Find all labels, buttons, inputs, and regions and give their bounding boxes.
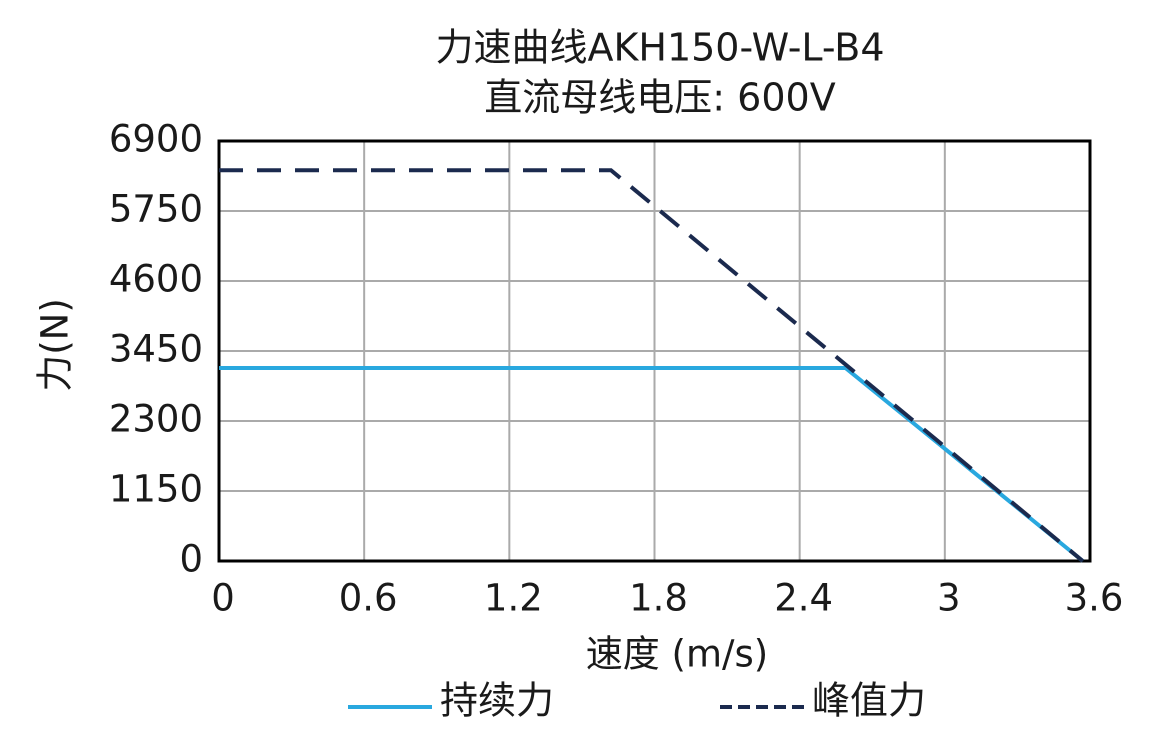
legend-label: 峰值力	[812, 679, 926, 723]
y-tick-label: 2300	[109, 398, 203, 441]
x-tick-label: 3.6	[1065, 577, 1124, 620]
y-tick-label: 4600	[109, 258, 203, 301]
chart-title: 力速曲线AKH150-W-L-B4	[435, 26, 884, 70]
x-tick-label: 1.8	[629, 577, 688, 620]
x-tick-label: 1.2	[484, 577, 543, 620]
chart-subtitle: 直流母线电压: 600V	[484, 76, 835, 120]
x-axis-label: 速度 (m/s)	[586, 633, 768, 676]
y-tick-label: 0	[179, 538, 203, 581]
x-tick-label: 3	[937, 577, 961, 620]
x-tick-label: 0.6	[339, 577, 398, 620]
legend-label: 持续力	[440, 679, 554, 723]
plot-frame	[217, 139, 1092, 563]
y-tick-label: 3450	[109, 328, 203, 371]
series-line	[219, 366, 1085, 563]
y-tick-label: 6900	[109, 118, 203, 161]
y-axis-label: 力(N)	[34, 298, 77, 392]
x-tick-label: 2.4	[774, 577, 833, 620]
x-tick-label: 0	[211, 577, 235, 620]
y-tick-label: 5750	[109, 188, 203, 231]
series-line	[219, 168, 1085, 563]
legend: 持续力 峰值力	[348, 679, 926, 723]
y-tick-label: 1150	[109, 468, 203, 511]
